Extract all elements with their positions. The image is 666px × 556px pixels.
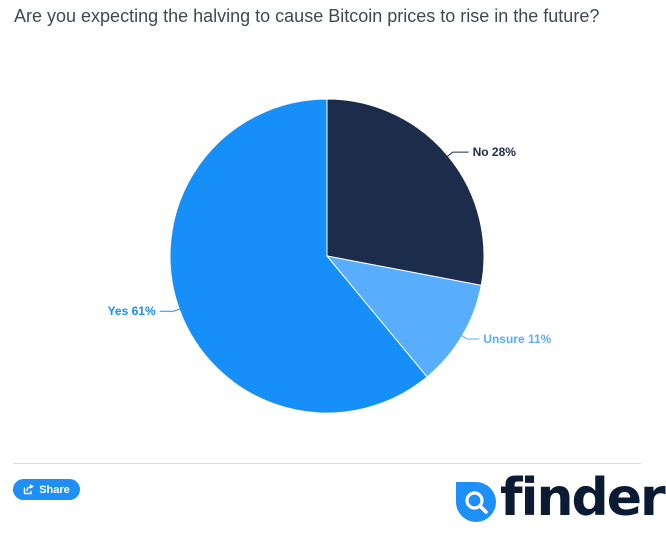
chart-title: Are you expecting the halving to cause B… xyxy=(14,6,600,26)
pie-connector-no xyxy=(446,151,469,158)
pie-label-yes: Yes 61% xyxy=(108,304,156,318)
pie-connector-unsure xyxy=(460,334,480,340)
share-icon xyxy=(23,484,35,495)
pie-label-unsure: Unsure 11% xyxy=(483,332,551,346)
footer-divider xyxy=(13,463,641,464)
pie-label-no: No 28% xyxy=(473,145,517,159)
finder-search-icon xyxy=(456,482,496,527)
pie-slice-no[interactable] xyxy=(326,98,485,287)
share-button[interactable]: Share xyxy=(13,479,80,500)
finder-wordmark: finder xyxy=(500,468,666,528)
pie-chart: No 28% Unsure 11% Yes 61% xyxy=(108,98,552,414)
finder-logo[interactable]: finder xyxy=(456,468,666,534)
pie-connector-yes xyxy=(159,308,182,312)
share-label: Share xyxy=(39,483,70,496)
